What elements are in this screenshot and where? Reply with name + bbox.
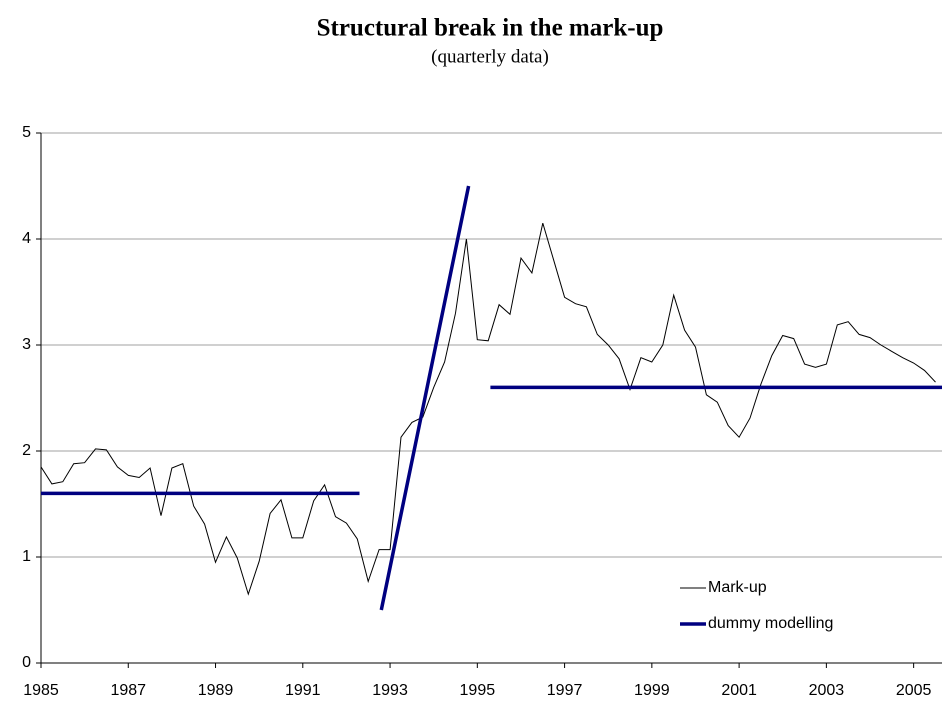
legend-label: Mark-up: [708, 579, 767, 596]
x-tick-label: 1989: [198, 682, 234, 699]
y-tick-label: 4: [22, 230, 31, 247]
chart-title: Structural break in the mark-up: [317, 15, 664, 42]
series-line: [40, 222, 936, 596]
x-tick-label: 1993: [372, 682, 408, 699]
x-tick-label: 1995: [460, 682, 496, 699]
x-tick-label: 2003: [809, 682, 845, 699]
chart-subtitle: (quarterly data): [431, 46, 549, 67]
x-tick-label: 1987: [110, 682, 146, 699]
y-tick-label: 0: [22, 654, 31, 671]
y-tick-label: 1: [22, 548, 31, 565]
x-tick-label: 1991: [285, 682, 321, 699]
y-tick-label: 3: [22, 336, 31, 353]
x-tick-label: 2001: [721, 682, 757, 699]
y-tick-label: 2: [22, 442, 31, 459]
x-tick-label: 1997: [547, 682, 583, 699]
x-tick-label: 2005: [896, 682, 932, 699]
x-tick-label: 1985: [23, 682, 59, 699]
y-tick-label: 5: [22, 124, 31, 141]
legend-label: dummy modelling: [708, 615, 833, 632]
series-line: [41, 185, 942, 611]
x-tick-label: 1999: [634, 682, 670, 699]
